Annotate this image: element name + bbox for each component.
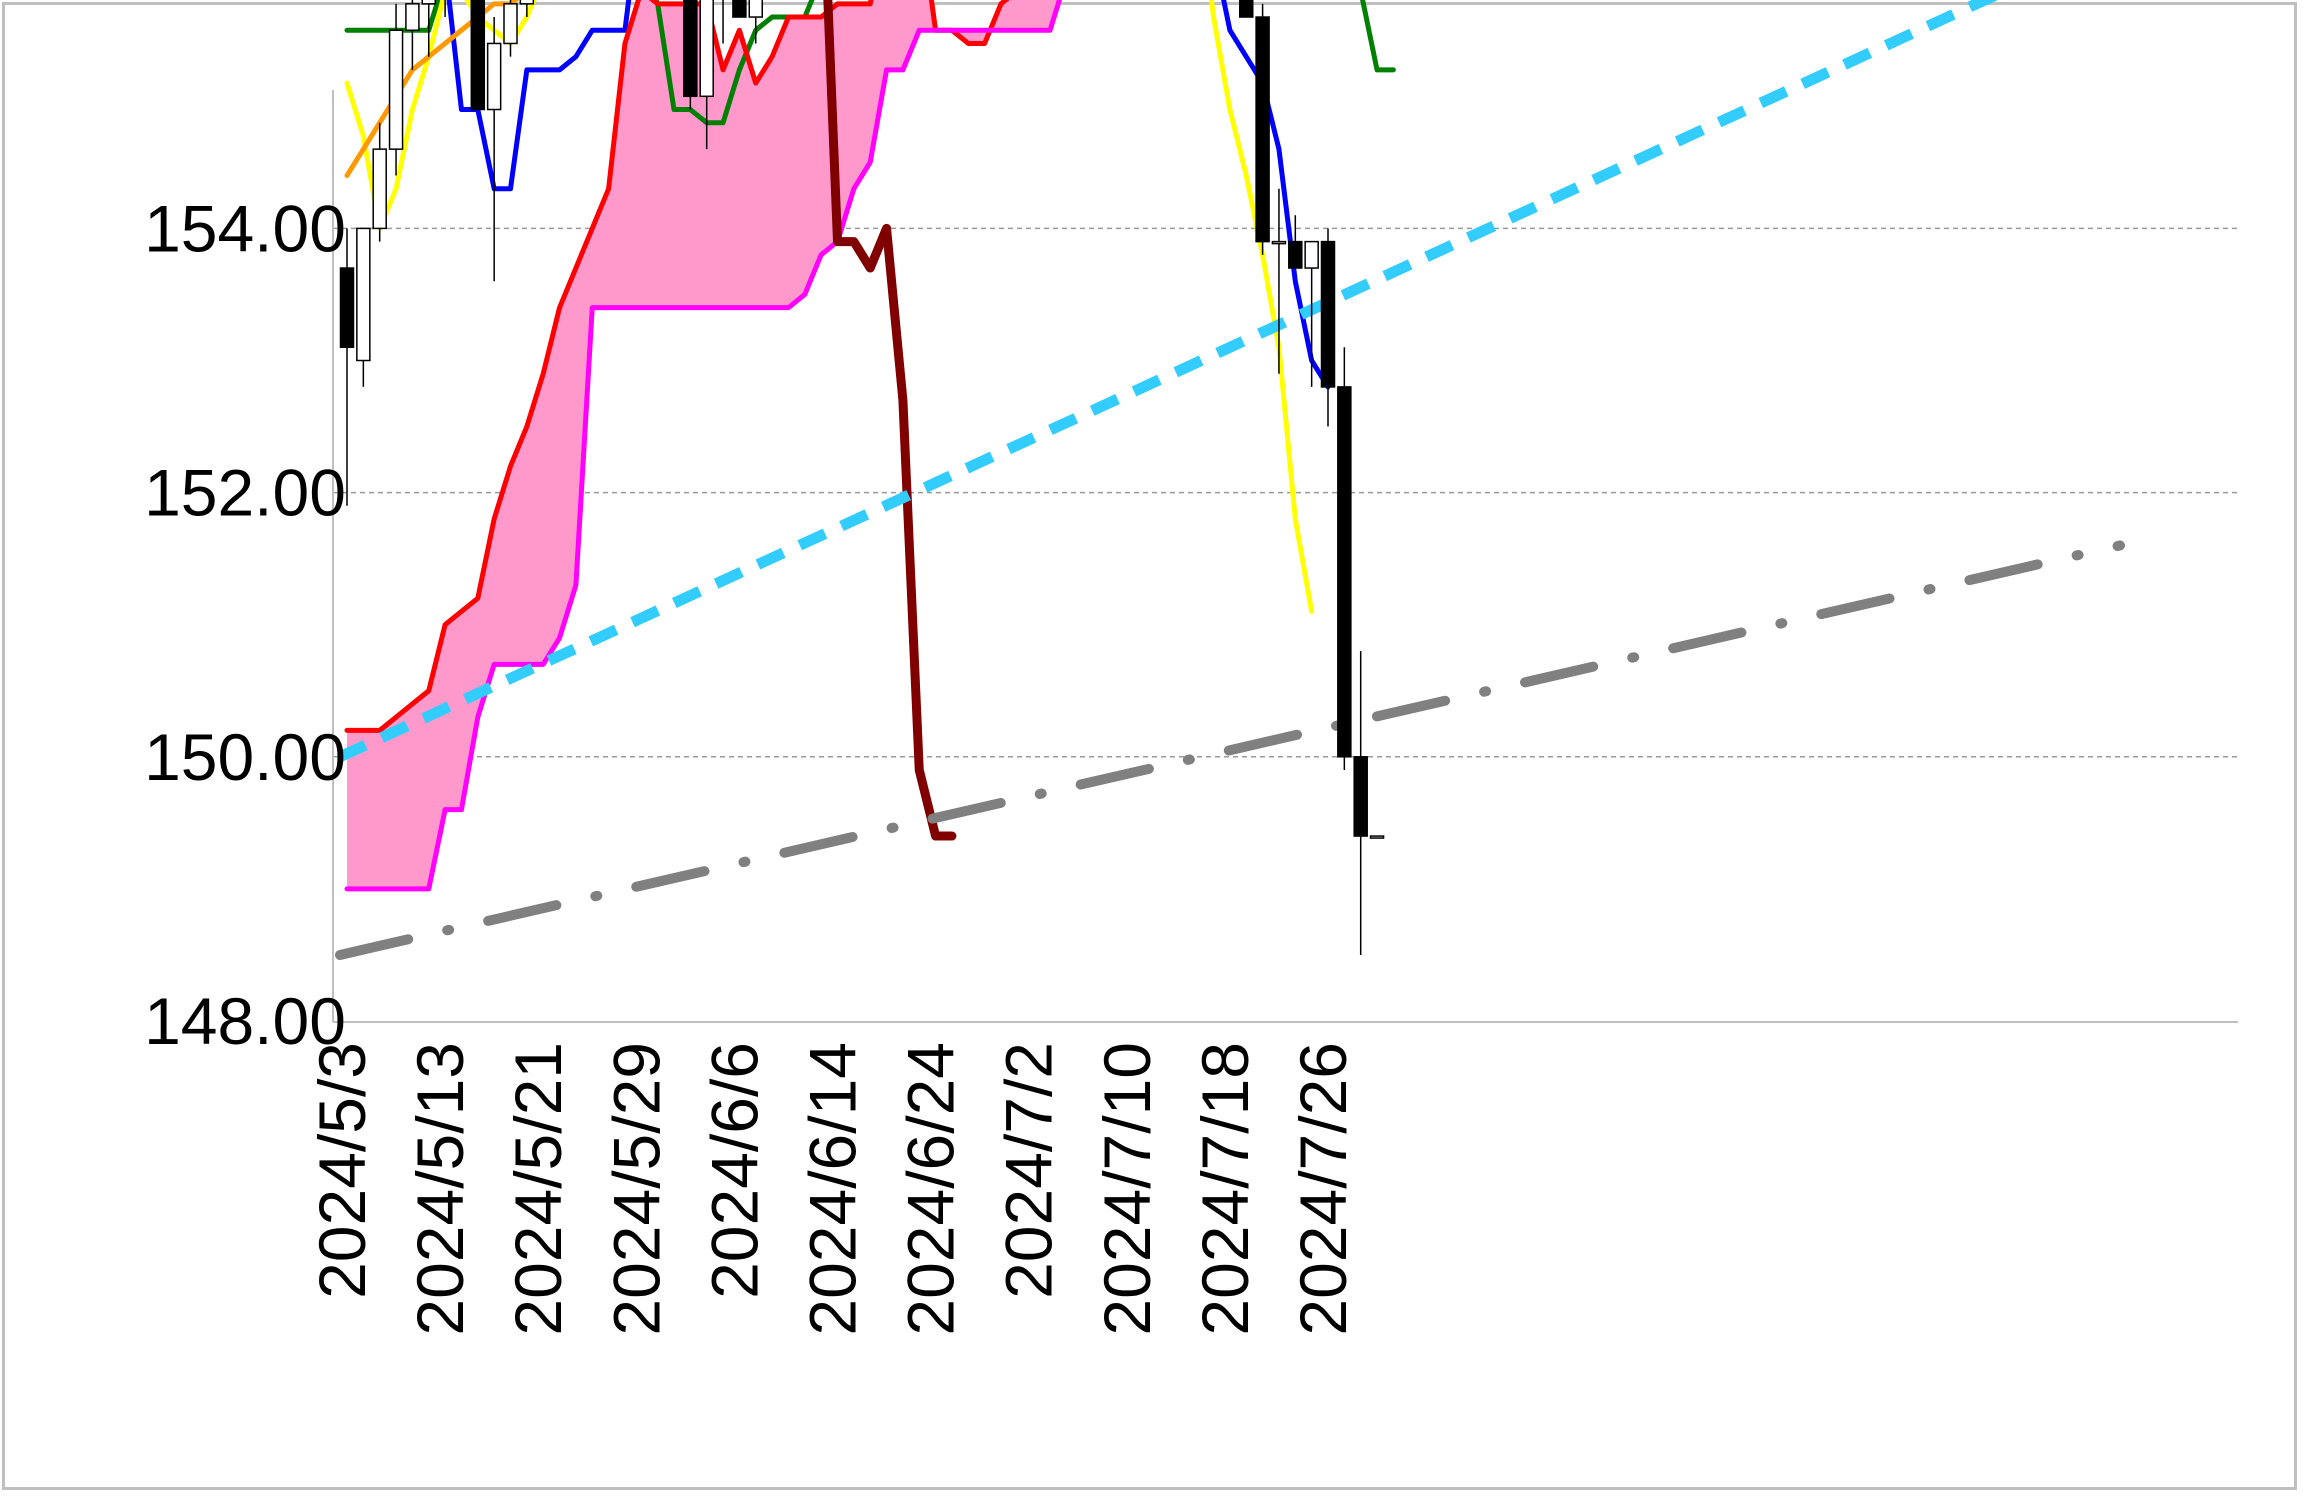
candle-down [683, 0, 698, 98]
x-tick-label: 2024/7/2 [992, 1042, 1066, 1299]
trend-line-blue [337, 0, 1998, 762]
candle-down [1255, 16, 1270, 243]
candle-up [699, 0, 714, 98]
candlesticks [339, 0, 1385, 955]
y-tick-label: 154.00 [144, 191, 346, 265]
candle-up [486, 42, 502, 111]
x-axis-tick-labels: 2024/5/3 2024/5/13 2024/5/21 2024/5/29 2024/… [305, 1042, 1360, 1336]
candle-up [356, 227, 371, 362]
x-tick-label: 2024/5/21 [501, 1042, 575, 1336]
cloud-area [347, 0, 1060, 889]
candle-up [1271, 240, 1287, 245]
candle-up [1304, 240, 1319, 269]
candle-up [372, 148, 387, 230]
y-axis-tick-labels: 148.00150.00152.00154.00156.00158.00160.… [144, 0, 346, 1058]
candle-down [1353, 756, 1368, 837]
y-tick-label: 156.00 [144, 0, 346, 1]
y-tick-label: 152.00 [144, 456, 346, 530]
senkou-span-b-line [344, 0, 1063, 892]
x-tick-label: 2024/5/29 [599, 1042, 673, 1336]
x-tick-label: 2024/6/6 [697, 1042, 771, 1299]
candle-up [405, 3, 420, 31]
x-tick-label: 2024/6/24 [894, 1042, 968, 1336]
candle-down [1288, 240, 1303, 269]
ichimoku-cloud [347, 0, 1060, 889]
candle-down [1320, 240, 1336, 388]
candle-up [748, 0, 763, 18]
candle-up [388, 29, 404, 150]
senkou-span-a-line [344, 0, 1010, 733]
indicator-lines [335, 0, 2125, 960]
x-tick-label: 2024/7/26 [1286, 1042, 1360, 1336]
candle-down [470, 0, 486, 111]
x-tick-label: 2024/5/3 [305, 1042, 379, 1299]
y-tick-label: 148.00 [144, 984, 346, 1058]
y-tick-label: 150.00 [144, 720, 346, 794]
chikou-span-line [823, 0, 957, 841]
x-tick-label: 2024/5/13 [403, 1042, 477, 1336]
axes [332, 90, 2238, 1023]
x-tick-label: 2024/7/18 [1188, 1042, 1262, 1336]
x-tick-label: 2024/7/10 [1090, 1042, 1164, 1336]
candle-down [339, 267, 355, 349]
candle-up [421, 0, 436, 5]
x-tick-label: 2024/6/14 [796, 1042, 870, 1336]
candle-down [1239, 0, 1254, 18]
candle-up [503, 3, 518, 45]
tenkan-line [446, 0, 1331, 390]
candle-down [1337, 386, 1352, 758]
candle-down [732, 0, 747, 18]
candle-up [1369, 835, 1385, 839]
trend-line-gray [335, 540, 2125, 960]
candle-up [519, 0, 535, 5]
